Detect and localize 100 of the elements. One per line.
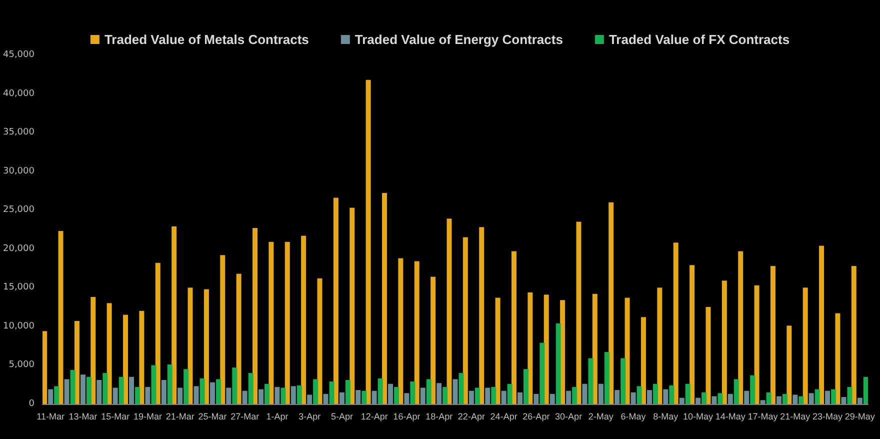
bar — [640, 317, 646, 404]
bar — [268, 242, 274, 404]
bar — [766, 392, 772, 404]
bar — [394, 386, 399, 404]
y-tick-label: 40,000 — [2, 88, 35, 99]
y-tick-label: 15,000 — [2, 282, 35, 293]
bar — [329, 382, 334, 404]
bar — [264, 384, 270, 404]
x-tick-label: 30-Apr — [555, 412, 582, 422]
bar — [248, 372, 254, 404]
bar — [204, 289, 209, 404]
legend-label: Traded Value of Metals Contracts — [104, 32, 309, 47]
bar — [280, 388, 286, 404]
bar — [863, 376, 868, 404]
bar — [636, 386, 642, 404]
bar — [123, 314, 128, 404]
y-tick-label: 5,000 — [8, 360, 35, 370]
bar — [135, 386, 140, 404]
x-tick-label: 1-Apr — [266, 412, 288, 422]
bar — [145, 386, 150, 404]
bar — [534, 394, 539, 404]
x-tick-label: 14-May — [715, 412, 746, 422]
x-tick-label: 15-Mar — [101, 412, 130, 422]
bar — [139, 310, 144, 404]
bar — [835, 313, 840, 404]
bar — [750, 375, 756, 404]
bar — [96, 380, 102, 404]
x-tick-label: 2-May — [588, 412, 614, 422]
bar — [808, 393, 814, 404]
bar — [446, 218, 452, 404]
bar — [760, 400, 766, 404]
y-tick-label: 0 — [28, 399, 35, 409]
x-tick-label: 11-Mar — [36, 412, 65, 422]
bar — [770, 266, 776, 404]
bar — [102, 372, 108, 404]
x-tick-label: 6-May — [620, 412, 646, 422]
bar — [398, 258, 404, 404]
y-tick-label: 35,000 — [2, 128, 35, 138]
bar — [468, 390, 474, 404]
bar — [673, 242, 678, 404]
x-tick-label: 27-Mar — [230, 412, 260, 422]
bar — [614, 390, 620, 404]
bar — [188, 288, 193, 404]
bar — [167, 364, 172, 404]
bar — [696, 398, 701, 404]
bar — [706, 307, 711, 404]
bar — [42, 331, 48, 404]
bar — [290, 386, 296, 404]
bar — [172, 226, 177, 404]
bar — [663, 389, 668, 404]
bar — [485, 388, 490, 404]
bar — [404, 393, 410, 404]
bar — [356, 390, 361, 404]
bar — [702, 392, 707, 404]
bar — [161, 380, 166, 404]
bar — [372, 390, 377, 404]
bar — [200, 378, 205, 404]
bar — [70, 370, 76, 404]
bar — [74, 321, 80, 404]
bar — [284, 242, 290, 404]
y-tick-label: 10,000 — [2, 321, 35, 332]
bar — [301, 236, 306, 404]
y-tick-label: 45,000 — [2, 50, 35, 60]
y-tick-label: 25,000 — [2, 205, 35, 216]
bar — [550, 394, 555, 404]
x-tick-label: 26-Apr — [522, 412, 550, 422]
bar — [604, 352, 610, 404]
bar — [178, 388, 183, 404]
bar — [582, 384, 588, 404]
x-tick-label: 22-Apr — [458, 412, 485, 422]
bar — [296, 385, 302, 404]
x-tick-label: 10-May — [683, 412, 714, 422]
bar — [410, 382, 416, 404]
bar — [274, 386, 280, 404]
bar — [414, 261, 420, 404]
y-tick-label: 20,000 — [2, 244, 35, 254]
bar — [90, 296, 96, 404]
bar — [754, 285, 760, 404]
bar — [825, 390, 830, 404]
y-tick-label: 30,000 — [2, 166, 35, 176]
bar — [48, 389, 54, 404]
x-tick-label: 3-Apr — [298, 412, 321, 422]
legend-label: Traded Value of FX Contracts — [608, 32, 790, 47]
bar — [345, 380, 350, 404]
bar — [588, 358, 594, 404]
x-tick-label: 8-May — [653, 412, 679, 422]
bar — [511, 251, 516, 404]
bar — [252, 228, 258, 404]
bar — [592, 294, 598, 404]
x-tick-label: 18-Apr — [426, 412, 453, 422]
bar — [792, 394, 798, 404]
bar — [184, 369, 189, 404]
bar — [802, 288, 808, 404]
bar — [851, 266, 856, 404]
bar — [630, 392, 636, 404]
bar — [576, 222, 582, 404]
bar — [242, 390, 248, 404]
bar — [333, 198, 338, 404]
bar — [118, 376, 124, 404]
x-tick-label: 17-May — [748, 412, 778, 422]
